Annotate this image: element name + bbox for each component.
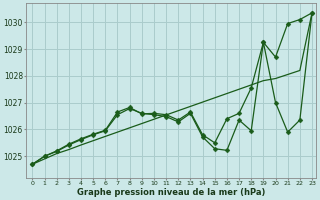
X-axis label: Graphe pression niveau de la mer (hPa): Graphe pression niveau de la mer (hPa) <box>77 188 265 197</box>
